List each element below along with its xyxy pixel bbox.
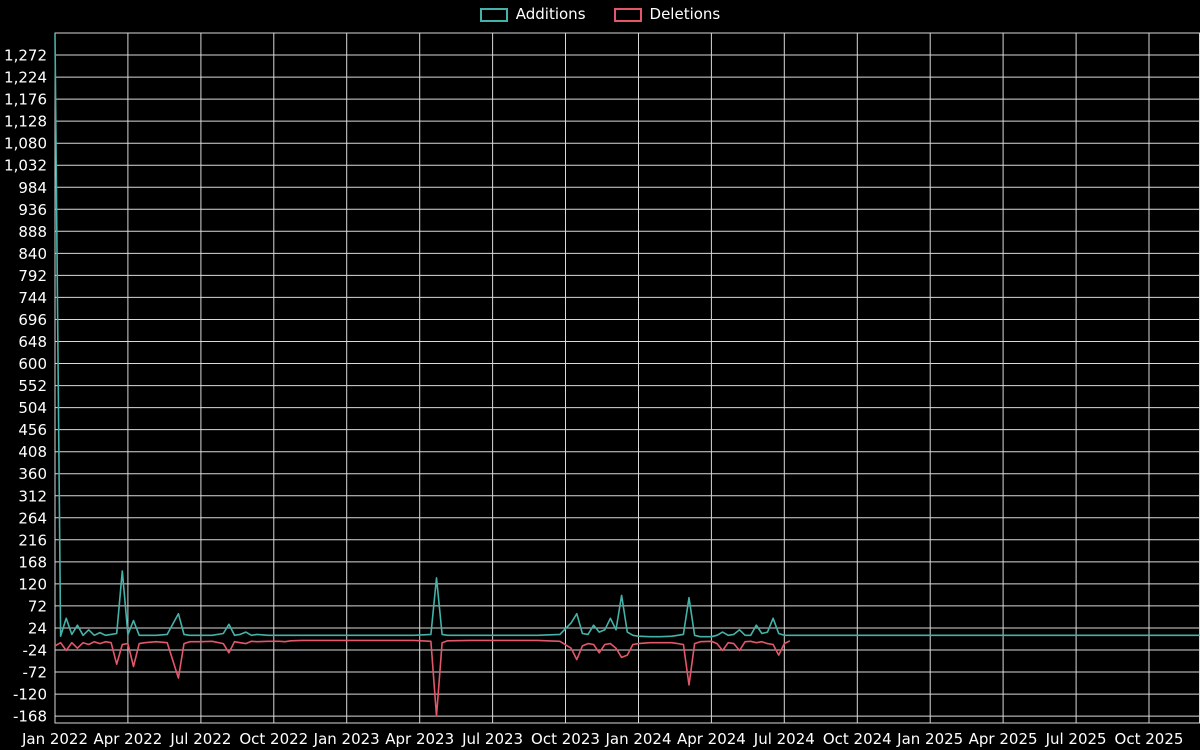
x-tick-label: Apr 2022 — [93, 730, 162, 748]
y-tick-label: 312 — [18, 487, 47, 505]
y-tick-label: 408 — [18, 443, 47, 461]
plot-border — [54, 32, 1200, 724]
y-tick-label: -72 — [23, 664, 48, 682]
y-tick-label: 552 — [18, 377, 47, 395]
y-tick-label: 360 — [18, 465, 47, 483]
x-tick-label: Jan 2025 — [896, 730, 963, 748]
y-tick-label: 456 — [18, 421, 47, 439]
x-tick-label: Oct 2022 — [239, 730, 308, 748]
y-tick-label: 696 — [18, 311, 47, 329]
y-tick-label: 24 — [28, 620, 47, 638]
x-tick-label: Apr 2024 — [677, 730, 746, 748]
y-tick-label: 648 — [18, 333, 47, 351]
deletions-swatch-icon — [613, 7, 642, 22]
x-tick-label: Apr 2023 — [385, 730, 454, 748]
x-tick-label: Apr 2025 — [969, 730, 1038, 748]
y-tick-label: 936 — [18, 201, 47, 219]
x-tick-label: Jan 2024 — [604, 730, 671, 748]
legend-item-additions[interactable]: Additions — [479, 5, 586, 23]
x-tick-label: Jul 2023 — [461, 730, 523, 748]
additions-swatch-icon — [479, 7, 508, 22]
y-tick-label: 840 — [18, 245, 47, 263]
legend-item-deletions[interactable]: Deletions — [613, 5, 721, 23]
x-tick-label: Jan 2022 — [21, 730, 88, 748]
y-tick-label: 600 — [18, 355, 47, 373]
y-tick-label: 792 — [18, 267, 47, 285]
deletions-line — [54, 639, 791, 717]
y-tick-label: 888 — [18, 223, 47, 241]
y-tick-label: 1,176 — [4, 91, 47, 109]
y-tick-label: 1,272 — [4, 47, 47, 65]
y-tick-label: 1,032 — [4, 157, 47, 175]
legend-label-additions: Additions — [515, 5, 586, 23]
y-tick-label: 1,080 — [4, 135, 47, 153]
y-tick-label: -120 — [13, 686, 47, 704]
x-tick-label: Oct 2023 — [531, 730, 600, 748]
legend-label-deletions: Deletions — [649, 5, 721, 23]
y-tick-label: -168 — [13, 708, 47, 726]
y-tick-label: 168 — [18, 553, 47, 571]
x-tick-label: Jul 2022 — [169, 730, 231, 748]
y-tick-label: 120 — [18, 575, 47, 593]
x-tick-label: Jul 2024 — [753, 730, 815, 748]
y-tick-label: 744 — [18, 289, 47, 307]
y-tick-label: 984 — [18, 179, 47, 197]
y-tick-label: -24 — [23, 642, 48, 660]
y-tick-label: 504 — [18, 399, 47, 417]
y-tick-label: 1,224 — [4, 69, 47, 87]
y-tick-label: 72 — [28, 597, 47, 615]
additions-line — [54, 34, 1200, 638]
chart-legend: Additions Deletions — [0, 7, 1200, 22]
x-tick-label: Oct 2024 — [823, 730, 892, 748]
y-tick-label: 264 — [18, 509, 47, 527]
y-tick-label: 1,128 — [4, 113, 47, 131]
x-tick-label: Oct 2025 — [1115, 730, 1184, 748]
x-tick-label: Jan 2023 — [313, 730, 380, 748]
x-tick-label: Jul 2025 — [1045, 730, 1107, 748]
y-tick-label: 216 — [18, 531, 47, 549]
